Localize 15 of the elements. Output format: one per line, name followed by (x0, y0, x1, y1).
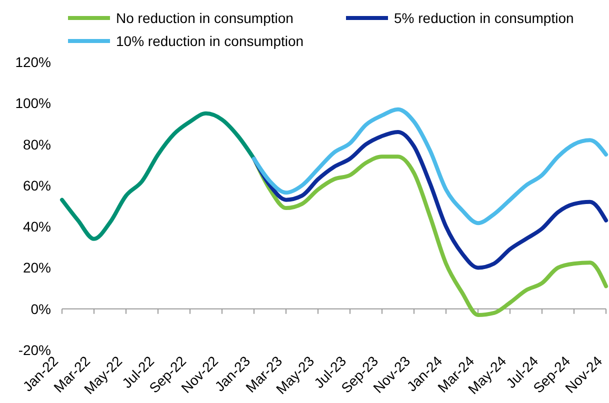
y-tick-label: 80% (22, 136, 51, 152)
y-tick-label: 0% (30, 300, 51, 317)
y-tick-label: -20% (18, 342, 51, 358)
y-tick-label: 100% (15, 95, 51, 112)
y-tick-label: 40% (22, 218, 51, 235)
line-series (252, 130, 608, 270)
legend-label: No reduction in consumption (116, 10, 294, 26)
legend-label: 10% reduction in consumption (116, 33, 304, 49)
line-series (252, 154, 608, 318)
y-tick-label: 120% (15, 54, 51, 70)
legend-label: 5% reduction in consumption (394, 10, 574, 26)
y-tick-label: 60% (22, 177, 51, 194)
line-series (252, 107, 608, 226)
y-tick-label: 20% (22, 260, 51, 276)
line-series (60, 111, 256, 241)
